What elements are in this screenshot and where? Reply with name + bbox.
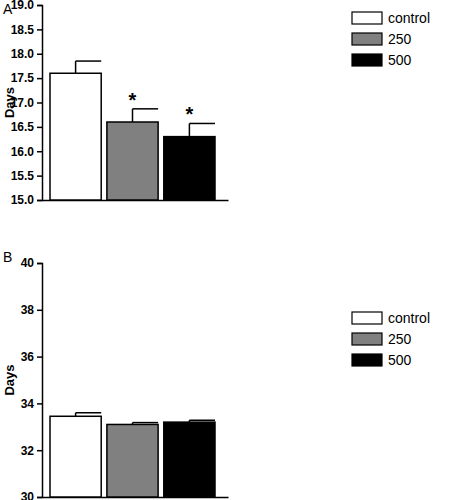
y-tick-mark <box>37 403 42 405</box>
y-tick: 16.0 <box>11 145 42 159</box>
legend-swatch <box>352 54 382 66</box>
y-axis-line <box>37 264 43 498</box>
y-tick-mark <box>37 175 42 177</box>
plot-area <box>50 61 215 200</box>
x-axis <box>43 200 229 201</box>
x-axis <box>43 497 229 498</box>
y-tick: 18.5 <box>11 23 42 37</box>
legend-label: 250 <box>388 31 412 47</box>
bar <box>50 73 101 200</box>
y-tick-mark <box>37 263 42 265</box>
legend-label: control <box>388 10 430 26</box>
y-tick-mark <box>37 200 42 202</box>
legend-swatch <box>352 312 382 324</box>
y-axis-title: Days <box>2 87 17 118</box>
plot-area <box>50 413 215 497</box>
legend-label: 500 <box>388 52 412 68</box>
y-tick-label: 36 <box>21 350 35 364</box>
legend-label: 250 <box>388 331 412 347</box>
error-bar <box>76 61 102 73</box>
y-tick-label: 34 <box>21 397 35 411</box>
y-tick-label: 17.5 <box>11 71 35 85</box>
y-tick-mark <box>37 450 42 452</box>
legend-swatch <box>352 33 382 45</box>
y-tick: 36 <box>21 350 42 364</box>
error-bar-cap <box>189 419 215 421</box>
y-axis-title: Days <box>2 364 17 395</box>
y-tick: 34 <box>21 397 42 411</box>
y-tick: 32 <box>21 444 42 458</box>
y-tick: 30 <box>21 490 42 500</box>
y-tick-label: 18.5 <box>11 23 35 37</box>
annotation: * <box>129 89 137 111</box>
bar <box>164 137 215 200</box>
error-bar-stem <box>75 61 77 73</box>
y-tick-mark <box>37 310 42 312</box>
error-bar-cap <box>76 412 102 414</box>
y-tick-label: 32 <box>21 444 35 458</box>
error-bar-cap <box>76 60 102 62</box>
y-tick-label: 18.0 <box>11 47 35 61</box>
error-bar <box>133 423 159 425</box>
error-bar-cap <box>133 422 159 424</box>
panel-title: A <box>3 1 13 17</box>
y-axis-line <box>37 6 43 201</box>
y-tick-label: 16.5 <box>11 120 35 134</box>
legend: control 250 500 <box>352 310 430 368</box>
y-tick-label: 38 <box>21 303 35 317</box>
y-tick-mark <box>37 29 42 31</box>
legend-swatch <box>352 12 382 24</box>
error-bar <box>189 420 215 422</box>
y-tick-mark <box>37 5 42 7</box>
y-tick-label: 16.0 <box>11 145 35 159</box>
y-tick: 18.0 <box>11 47 42 61</box>
panel: 30 32 34 36 38 40 B Days control 250 500 <box>2 249 430 500</box>
y-tick-mark <box>37 497 42 499</box>
y-tick-mark <box>37 102 42 104</box>
legend: control 250 500 <box>352 10 430 68</box>
y-tick-mark <box>37 54 42 56</box>
y-tick: 17.5 <box>11 71 42 85</box>
y-tick: 15.5 <box>11 169 42 183</box>
y-tick-label: 15.0 <box>11 193 35 207</box>
y-tick-label: 40 <box>21 256 35 270</box>
bar <box>50 416 101 497</box>
y-tick-mark <box>37 127 42 129</box>
y-tick-label: 15.5 <box>11 169 35 183</box>
annotation: * <box>185 103 193 125</box>
legend-swatch <box>352 354 382 366</box>
y-tick: 19.0 <box>11 0 42 12</box>
legend-swatch <box>352 333 382 345</box>
y-axis: 30 32 34 36 38 40 <box>21 256 43 500</box>
y-tick: 15.0 <box>11 193 42 207</box>
panel: 15.015.516.016.517.017.518.018.519.0**AD… <box>2 0 430 207</box>
bar <box>164 422 215 497</box>
bar <box>107 122 158 200</box>
y-tick: 38 <box>21 303 42 317</box>
y-tick: 40 <box>21 256 42 270</box>
legend-label: control <box>388 310 430 326</box>
figure: 15.015.516.016.517.017.518.018.519.0**AD… <box>0 0 459 500</box>
panel-title: B <box>3 249 12 265</box>
y-tick-label: 30 <box>21 490 35 500</box>
y-tick: 16.5 <box>11 120 42 134</box>
bar <box>107 424 158 497</box>
y-tick-label: 19.0 <box>11 0 35 12</box>
y-tick-mark <box>37 78 42 80</box>
error-bar <box>76 413 102 417</box>
legend-label: 500 <box>388 352 412 368</box>
y-tick-mark <box>37 151 42 153</box>
y-tick-mark <box>37 356 42 358</box>
